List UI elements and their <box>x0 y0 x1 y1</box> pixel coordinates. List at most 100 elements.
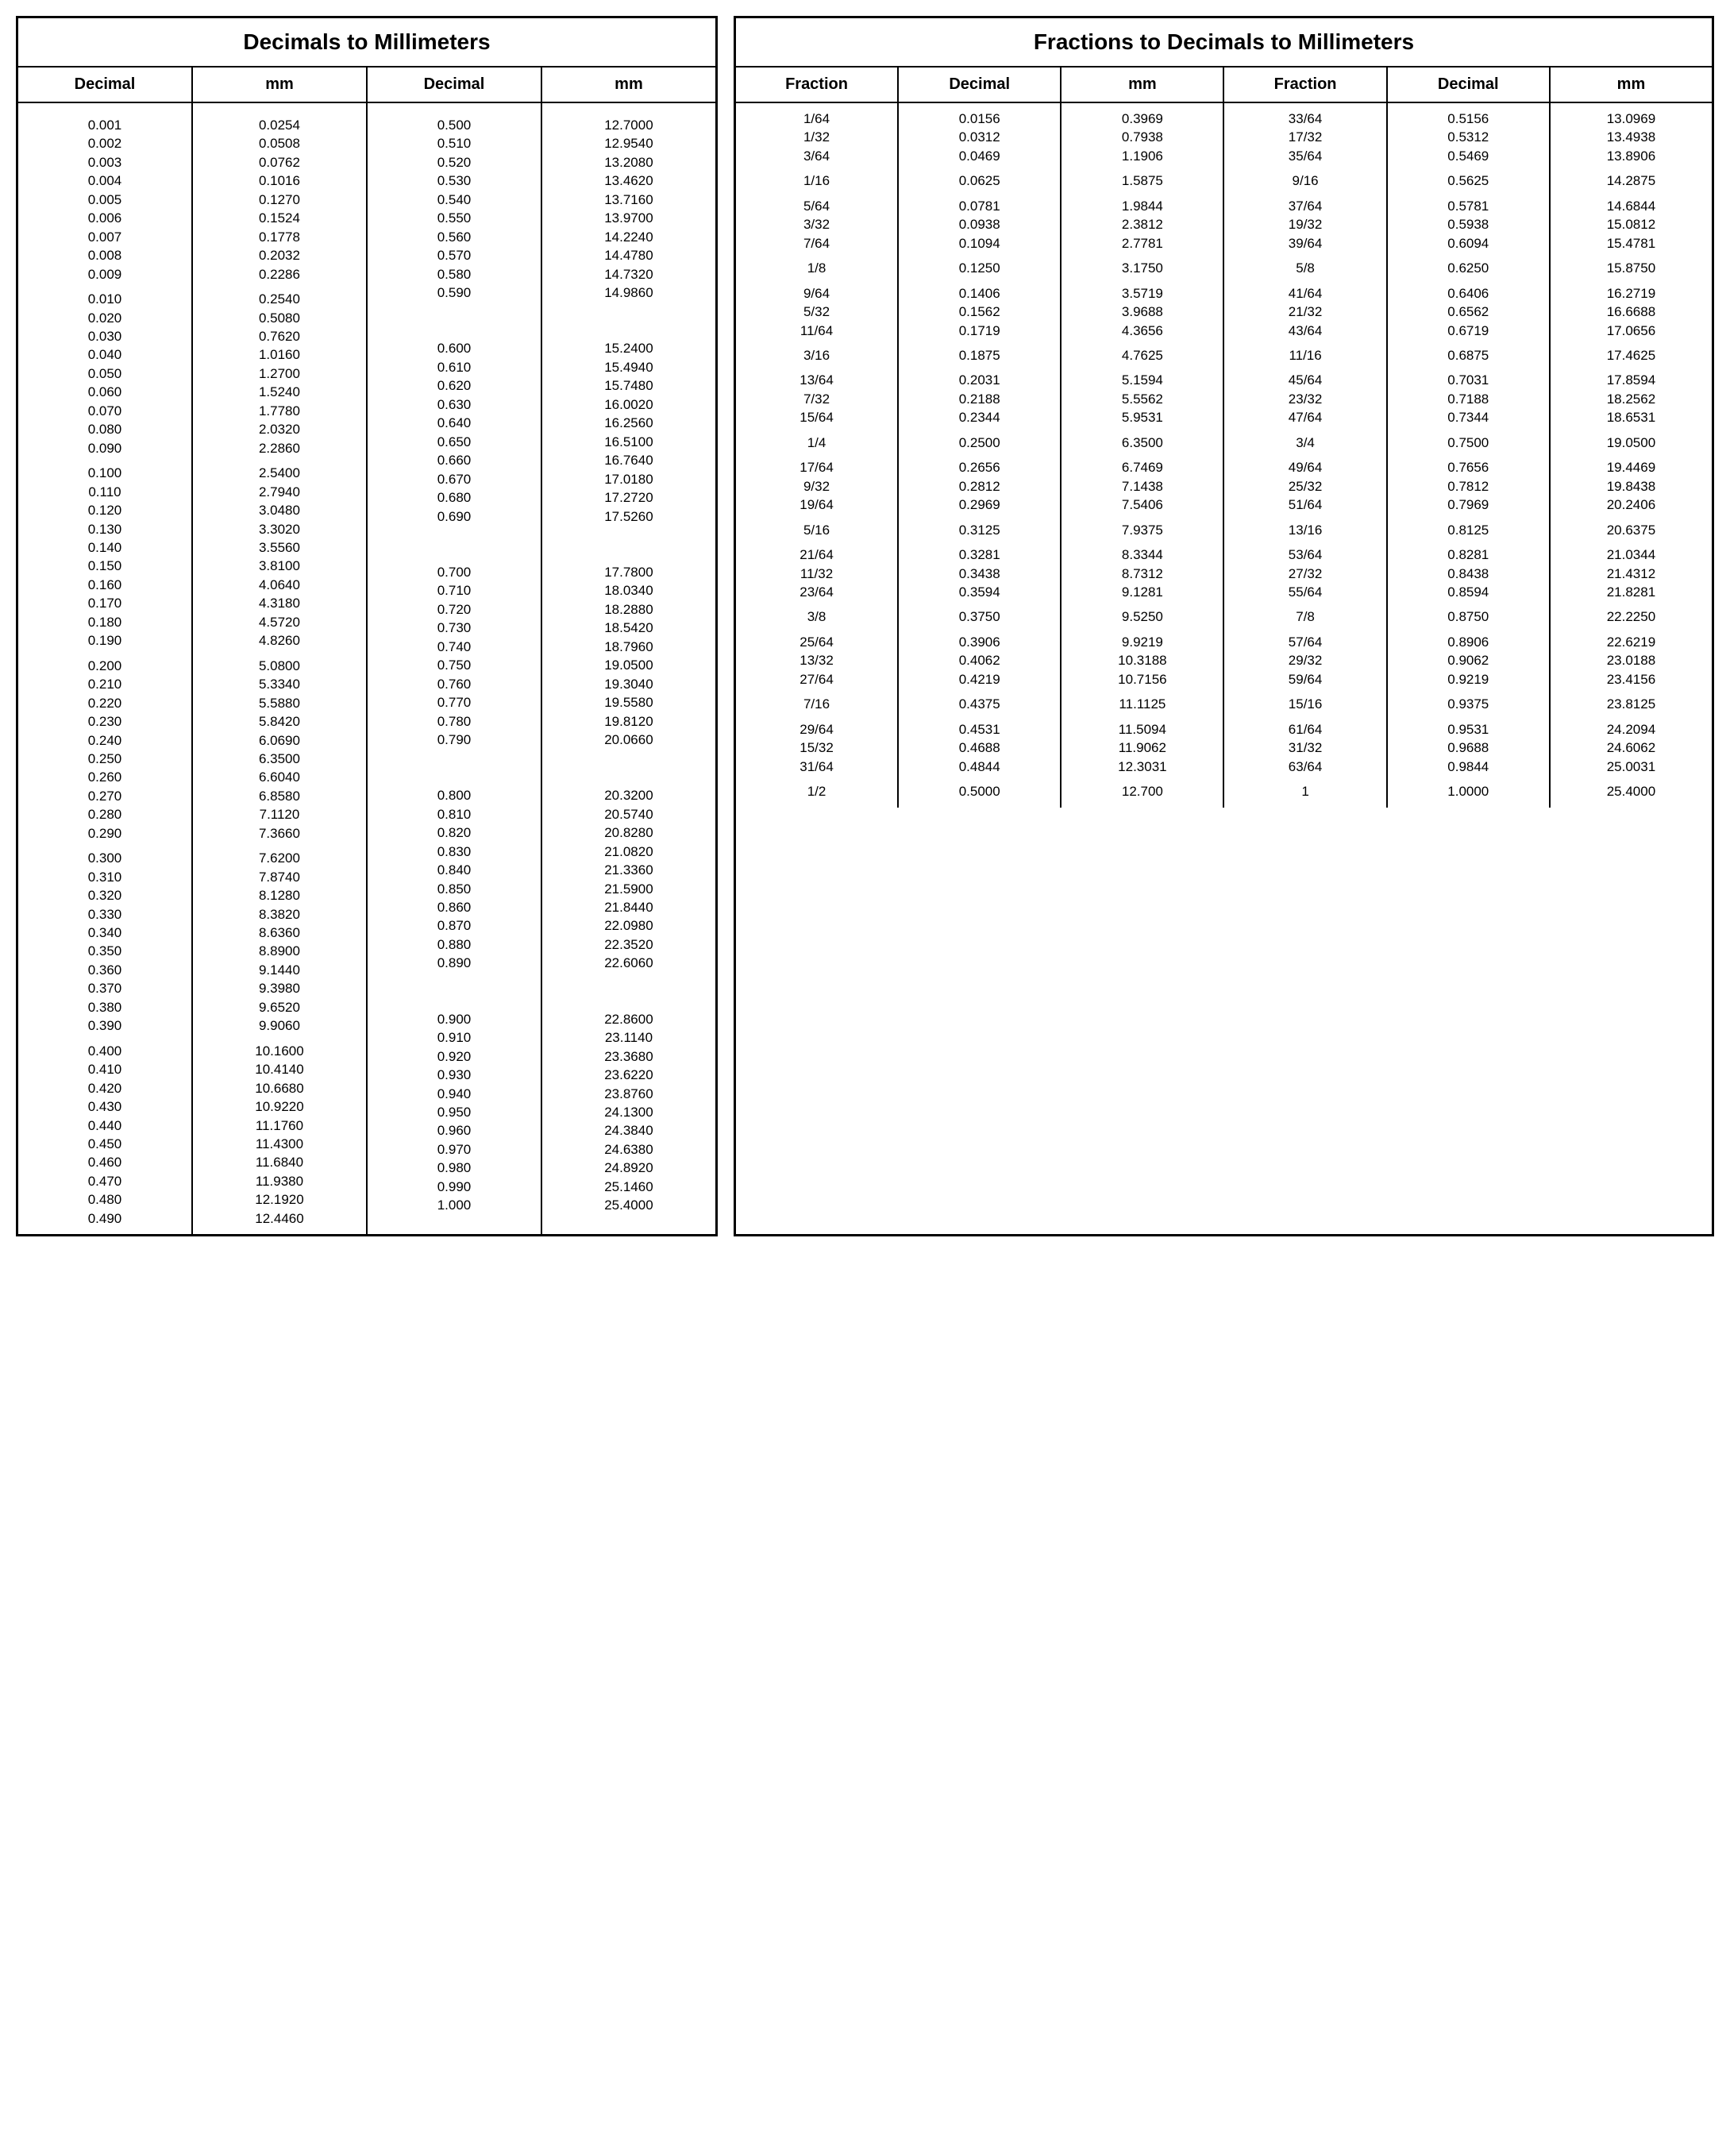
cell: 0.580 <box>372 265 536 283</box>
cell: 0.7620 <box>198 327 361 345</box>
cell: 0.860 <box>372 898 536 916</box>
cell: 0.9375 <box>1393 695 1544 713</box>
cell <box>372 303 536 321</box>
cell: 33/64 <box>1229 110 1381 128</box>
cell: 0.360 <box>23 961 187 979</box>
cell: 24.3840 <box>547 1121 711 1140</box>
cell: 0.2344 <box>904 408 1055 426</box>
cell: 0.070 <box>23 402 187 420</box>
cell: 15.8750 <box>1555 259 1707 277</box>
cell: 0.6094 <box>1393 234 1544 253</box>
cell: 0.7031 <box>1393 371 1544 389</box>
header-cell: mm <box>1551 67 1712 102</box>
cell: 5.3340 <box>198 675 361 693</box>
cell: 0.4688 <box>904 739 1055 757</box>
cell: 4.8260 <box>198 631 361 650</box>
cell: 0.8594 <box>1393 583 1544 601</box>
cell: 55/64 <box>1229 583 1381 601</box>
cell: 0.850 <box>372 880 536 898</box>
cell: 16.2560 <box>547 414 711 432</box>
cell: 12.700 <box>1066 782 1218 800</box>
cell: 0.004 <box>23 172 187 190</box>
col-decimal-b: 0.5000.5100.5200.5300.5400.5500.5600.570… <box>368 103 542 1234</box>
cell: 25.4000 <box>1555 782 1707 800</box>
cell: 5.1594 <box>1066 371 1218 389</box>
cell: 9/16 <box>1229 172 1381 190</box>
cell: 10.9220 <box>198 1097 361 1116</box>
cell: 0.5625 <box>1393 172 1544 190</box>
cell: 0.009 <box>23 265 187 283</box>
cell: 0.960 <box>372 1121 536 1140</box>
cell: 0.130 <box>23 520 187 538</box>
cell: 0.7656 <box>1393 458 1544 476</box>
cell: 0.570 <box>372 246 536 264</box>
cell: 14.7320 <box>547 265 711 283</box>
cell: 0.770 <box>372 693 536 712</box>
col-mm-d: 13.096913.493813.890614.287514.684415.08… <box>1551 103 1712 808</box>
cell: 4.3656 <box>1066 322 1218 340</box>
cell: 0.870 <box>372 916 536 935</box>
cell: 0.7812 <box>1393 477 1544 496</box>
cell: 21.3360 <box>547 861 711 879</box>
cell: 3/8 <box>741 607 892 626</box>
cell: 0.6719 <box>1393 322 1544 340</box>
cell: 18.2562 <box>1555 390 1707 408</box>
cell: 0.5156 <box>1393 110 1544 128</box>
cell: 0.2032 <box>198 246 361 264</box>
cell <box>372 991 536 1009</box>
col-decimal-a: 0.0010.0020.0030.0040.0050.0060.0070.008… <box>18 103 193 1234</box>
cell: 0.480 <box>23 1190 187 1209</box>
cell: 0.7188 <box>1393 390 1544 408</box>
cell: 13.4938 <box>1555 128 1707 146</box>
cell: 3.9688 <box>1066 303 1218 321</box>
cell: 0.7969 <box>1393 496 1544 514</box>
cell: 15.2400 <box>547 339 711 357</box>
cell: 0.650 <box>372 433 536 451</box>
cell <box>547 973 711 991</box>
cell: 0.1719 <box>904 322 1055 340</box>
cell: 13/16 <box>1229 521 1381 539</box>
cell: 1.7780 <box>198 402 361 420</box>
cell: 0.9531 <box>1393 720 1544 739</box>
cell: 25/64 <box>741 633 892 651</box>
cell: 0.530 <box>372 172 536 190</box>
cell: 0.1875 <box>904 346 1055 364</box>
cell: 5.8420 <box>198 712 361 731</box>
cell: 0.310 <box>23 868 187 886</box>
cell: 0.2500 <box>904 434 1055 452</box>
cell: 0.4062 <box>904 651 1055 669</box>
cell: 1/16 <box>741 172 892 190</box>
cell <box>547 544 711 562</box>
cell: 0.2188 <box>904 390 1055 408</box>
cell: 16.7640 <box>547 451 711 469</box>
cell: 43/64 <box>1229 322 1381 340</box>
cell: 22.3520 <box>547 935 711 954</box>
cell: 0.280 <box>23 805 187 823</box>
cell: 0.110 <box>23 483 187 501</box>
cell: 0.810 <box>372 805 536 823</box>
cell: 22.0980 <box>547 916 711 935</box>
cell: 6.0690 <box>198 731 361 750</box>
cell: 3.8100 <box>198 557 361 575</box>
cell: 0.5080 <box>198 309 361 327</box>
col-mm-b: 12.700012.954013.208013.462013.716013.97… <box>542 103 715 1234</box>
cell: 3.1750 <box>1066 259 1218 277</box>
cell: 14.2240 <box>547 228 711 246</box>
cell: 25/32 <box>1229 477 1381 496</box>
cell: 22.8600 <box>547 1010 711 1028</box>
cell: 10.4140 <box>198 1060 361 1078</box>
cell: 31/64 <box>741 758 892 776</box>
cell: 0.820 <box>372 823 536 842</box>
cell: 19.8120 <box>547 712 711 731</box>
cell: 19/64 <box>741 496 892 514</box>
cell: 0.0254 <box>198 116 361 134</box>
cell: 9.5250 <box>1066 607 1218 626</box>
cell: 0.1270 <box>198 191 361 209</box>
cell: 0.7938 <box>1066 128 1218 146</box>
cell: 11.9062 <box>1066 739 1218 757</box>
cell: 1/2 <box>741 782 892 800</box>
cell: 12.7000 <box>547 116 711 134</box>
cell: 0.400 <box>23 1042 187 1060</box>
cell: 22.2250 <box>1555 607 1707 626</box>
cell: 0.500 <box>372 116 536 134</box>
